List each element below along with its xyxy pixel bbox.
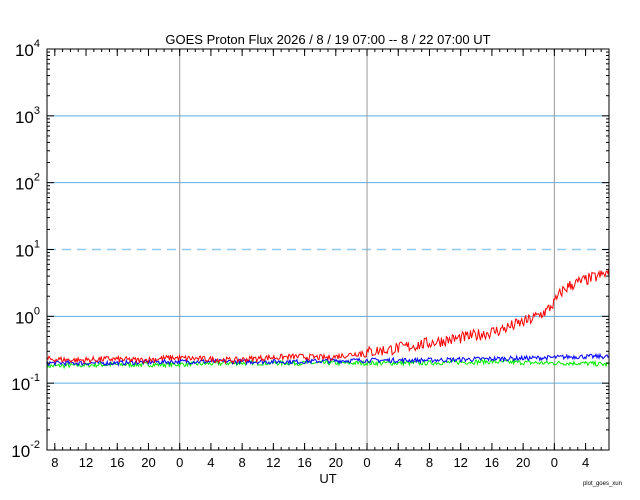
x-tick-label: 20 <box>141 455 155 470</box>
x-tick-label: 0 <box>551 455 558 470</box>
y-tick-label: 100 <box>15 305 40 327</box>
x-tick-label: 4 <box>582 455 589 470</box>
grid-lines <box>47 49 609 450</box>
x-tick-label: 12 <box>79 455 93 470</box>
x-tick-label: 4 <box>207 455 214 470</box>
chart-title: GOES Proton Flux 2026 / 8 / 19 07:00 -- … <box>165 32 490 47</box>
x-tick-label: 16 <box>485 455 499 470</box>
plot-frame <box>46 48 610 451</box>
y-tick-label: 104 <box>15 38 40 60</box>
y-tick-label: 10-2 <box>11 439 40 461</box>
x-tick-label: 8 <box>239 455 246 470</box>
y-axis: 10-2 10-1 100 101 102 103 104 <box>11 38 609 461</box>
x-tick-label: 4 <box>395 455 402 470</box>
x-tick-label: 12 <box>453 455 467 470</box>
x-tick-label: 16 <box>110 455 124 470</box>
x-tick-label: 8 <box>426 455 433 470</box>
credit-label: plot_goes_xun <box>583 481 622 487</box>
y-tick-label: 10-1 <box>11 372 40 394</box>
x-axis-label: UT <box>319 471 336 486</box>
series-lines <box>46 267 610 370</box>
series-line-green <box>46 359 610 370</box>
x-tick-label: 20 <box>516 455 530 470</box>
series-line-red <box>46 267 610 365</box>
y-tick-label: 102 <box>15 172 40 194</box>
y-tick-label: 103 <box>15 105 40 127</box>
y-tick-label: 101 <box>15 239 40 261</box>
x-tick-label: 0 <box>363 455 370 470</box>
x-tick-label: 12 <box>266 455 280 470</box>
series-line-blue <box>46 352 610 367</box>
x-axis: 8 12 16 20 0 4 8 12 16 20 0 4 8 12 16 20 0 4 <box>51 49 610 470</box>
x-tick-label: 20 <box>329 455 343 470</box>
x-tick-label: 8 <box>51 455 58 470</box>
x-tick-label: 0 <box>176 455 183 470</box>
x-tick-label: 16 <box>297 455 311 470</box>
